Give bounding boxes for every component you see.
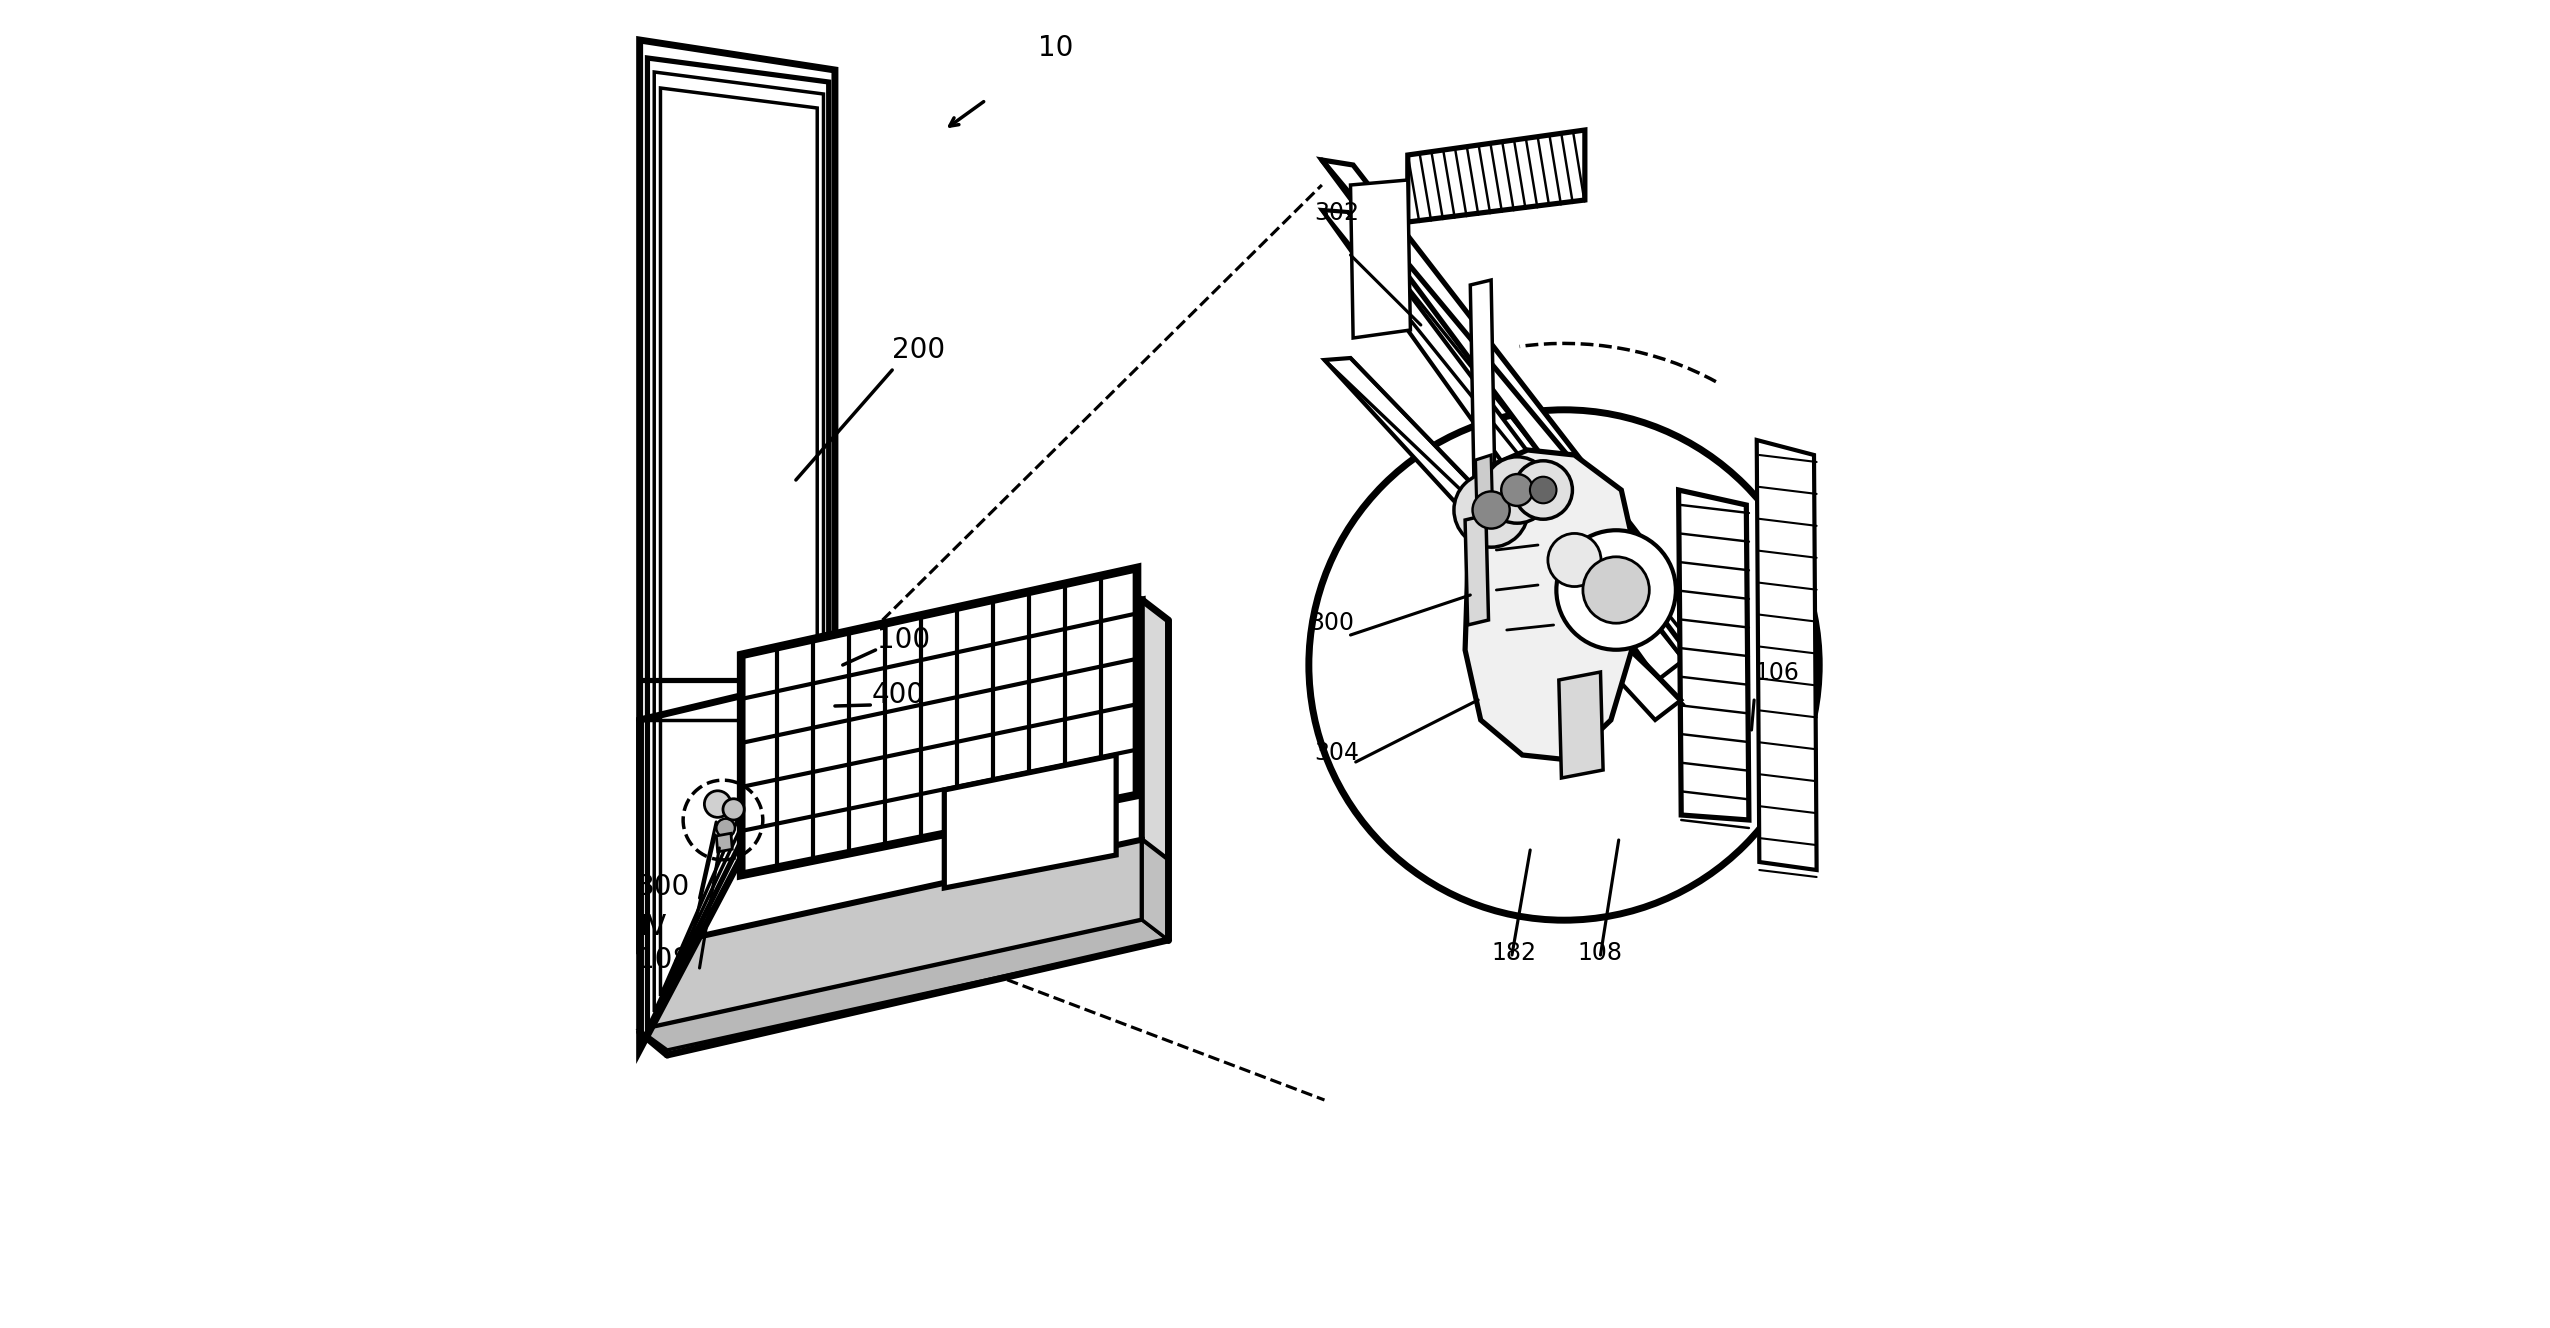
Polygon shape [1476, 456, 1492, 501]
Polygon shape [1757, 440, 1816, 870]
Polygon shape [648, 58, 829, 1031]
Polygon shape [1323, 359, 1680, 720]
Text: 10: 10 [1038, 35, 1074, 62]
Polygon shape [1142, 841, 1168, 940]
Polygon shape [1321, 210, 1683, 680]
Circle shape [1556, 530, 1675, 649]
Polygon shape [640, 600, 1142, 950]
Circle shape [1584, 556, 1650, 623]
Circle shape [1453, 473, 1527, 547]
Circle shape [724, 798, 745, 819]
Text: 108: 108 [1576, 942, 1622, 965]
Polygon shape [1558, 672, 1604, 778]
Circle shape [1548, 534, 1601, 587]
Polygon shape [944, 756, 1117, 888]
Polygon shape [1471, 280, 1497, 564]
Text: 300: 300 [1308, 611, 1354, 635]
Polygon shape [640, 920, 1168, 1050]
Text: 304: 304 [1313, 741, 1359, 765]
Polygon shape [640, 40, 834, 1050]
Text: 302: 302 [1313, 201, 1359, 224]
Polygon shape [1142, 600, 1168, 861]
Polygon shape [660, 88, 816, 996]
Circle shape [717, 818, 734, 837]
Polygon shape [1678, 490, 1749, 819]
Text: 108: 108 [638, 946, 691, 973]
Polygon shape [717, 833, 732, 851]
Circle shape [1502, 474, 1533, 506]
Polygon shape [640, 841, 1142, 1031]
Polygon shape [1352, 181, 1410, 339]
Text: 200: 200 [892, 336, 946, 364]
Circle shape [1471, 491, 1510, 529]
Text: 182: 182 [1492, 942, 1535, 965]
Polygon shape [742, 568, 1137, 875]
Circle shape [704, 790, 732, 817]
Polygon shape [762, 649, 798, 671]
Polygon shape [655, 72, 824, 1012]
Polygon shape [1466, 515, 1489, 625]
Polygon shape [1321, 159, 1703, 640]
Text: 400: 400 [872, 681, 926, 709]
Circle shape [1484, 457, 1550, 523]
Polygon shape [1408, 130, 1586, 222]
Circle shape [1530, 477, 1556, 503]
Text: 300: 300 [638, 872, 691, 900]
Circle shape [1308, 410, 1818, 920]
Polygon shape [1466, 450, 1637, 760]
FancyArrowPatch shape [949, 102, 984, 126]
Text: IV: IV [640, 914, 668, 942]
Polygon shape [640, 680, 834, 1050]
Text: 100: 100 [877, 625, 931, 653]
Text: 106: 106 [1754, 661, 1798, 685]
Circle shape [1515, 461, 1573, 519]
